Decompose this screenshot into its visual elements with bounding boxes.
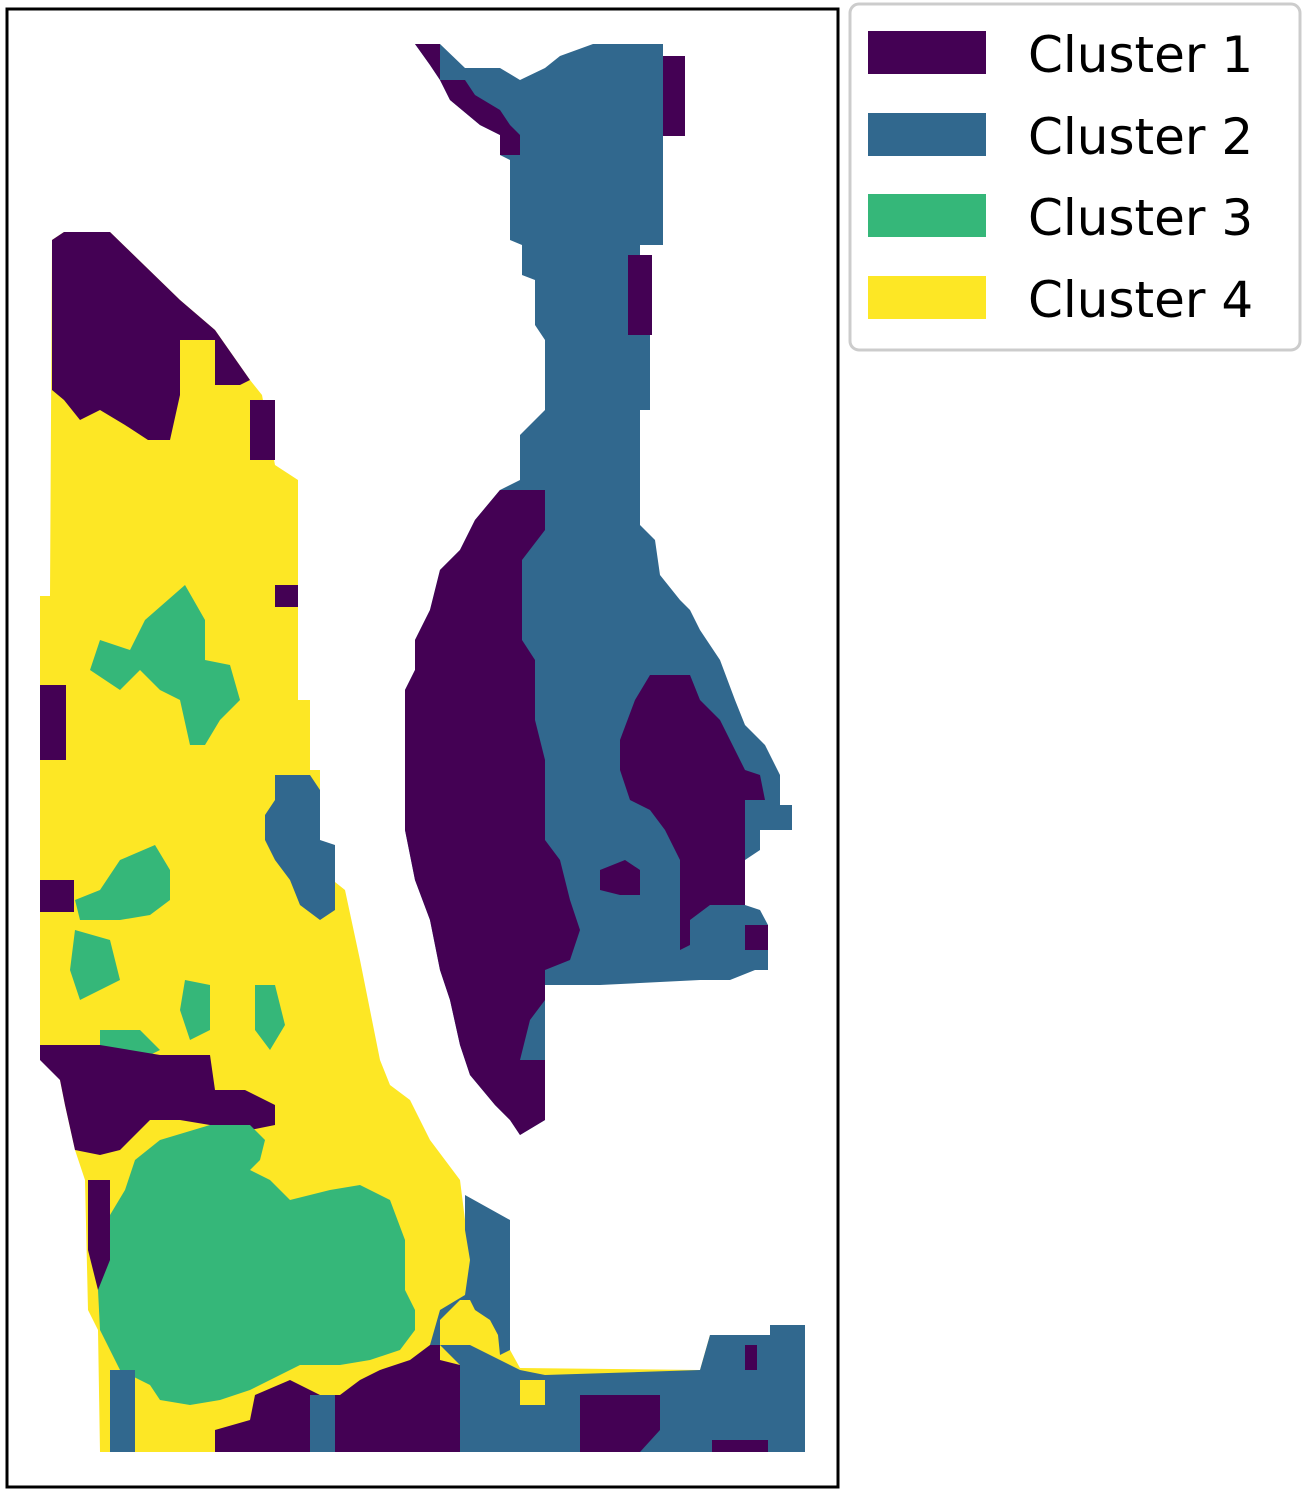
cluster-2-region-bottom-small	[110, 1370, 135, 1452]
cluster-1-region-left-edge	[40, 685, 66, 760]
legend-label-cluster-1: Cluster 1	[1028, 26, 1253, 84]
cluster-1-region-right-body	[405, 490, 580, 1135]
cluster-1-region-right-top	[415, 44, 520, 155]
cluster-3-region-large	[98, 1125, 415, 1405]
legend-box	[848, 2, 1302, 352]
cluster-1-region-right-edge	[250, 400, 275, 460]
cluster-1-region-bottom-right-3	[745, 1345, 757, 1370]
cluster-1-region-right-top-2	[663, 56, 685, 136]
cluster-1-region-top-left	[52, 232, 250, 440]
cluster-1-region-bottom	[215, 1345, 460, 1452]
cluster-map	[40, 44, 805, 1452]
cluster-1-region-left-edge-2	[40, 880, 74, 912]
legend: Cluster 1 Cluster 2 Cluster 3 Cluster 4	[848, 2, 1302, 352]
cluster-1-region-bottom-right-2	[712, 1440, 768, 1452]
cluster-3-region-middle-3	[180, 980, 210, 1040]
cluster-1-region-right-small-2	[745, 925, 768, 950]
cluster-1-region-right-lobe	[620, 675, 765, 950]
cluster-2-region-edge	[265, 775, 335, 920]
legend-swatch-cluster-3	[868, 194, 986, 237]
legend-swatch-cluster-4	[868, 276, 986, 319]
legend-swatch-cluster-1	[868, 31, 986, 74]
cluster-1-region-right-neck	[628, 255, 652, 335]
cluster-3-region-middle	[75, 845, 170, 920]
cluster-3-region-middle-2	[70, 930, 120, 1000]
cluster-1-region-right-small	[600, 860, 640, 895]
legend-swatch-cluster-2	[868, 113, 986, 156]
cluster-3-region-middle-4	[255, 985, 285, 1050]
cluster-4-region-bottom-patch	[520, 1380, 545, 1405]
cluster-2-region-bottom-small-2	[310, 1395, 335, 1452]
cluster-1-region-band	[40, 1045, 275, 1155]
cluster-3-region-upper	[90, 585, 240, 745]
plot-frame	[5, 7, 840, 1489]
legend-label-cluster-2: Cluster 2	[1028, 108, 1253, 166]
cluster-1-region-bottom-right	[580, 1395, 660, 1452]
cluster-2-region-bottom-right	[440, 1325, 805, 1452]
cluster-2-region-lower-edge	[430, 1195, 510, 1355]
legend-label-cluster-3: Cluster 3	[1028, 189, 1253, 247]
cluster-1-region-small	[275, 585, 298, 607]
cluster-1-region-left-strip	[88, 1180, 120, 1290]
legend-label-cluster-4: Cluster 4	[1028, 271, 1253, 329]
